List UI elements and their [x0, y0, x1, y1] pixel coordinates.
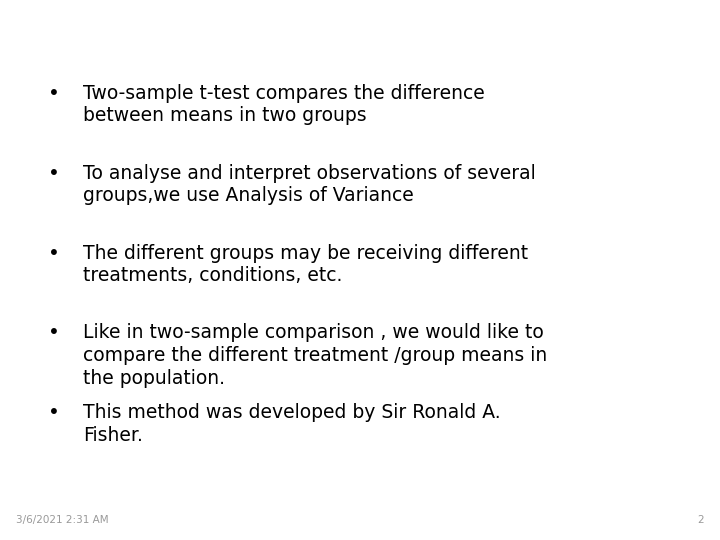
Text: •: •	[48, 323, 60, 342]
Text: •: •	[48, 84, 60, 103]
Text: •: •	[48, 164, 60, 183]
Text: This method was developed by Sir Ronald A.
Fisher.: This method was developed by Sir Ronald …	[83, 403, 500, 445]
Text: Two-sample t-test compares the difference
between means in two groups: Two-sample t-test compares the differenc…	[83, 84, 485, 125]
Text: 3/6/2021 2:31 AM: 3/6/2021 2:31 AM	[16, 515, 109, 525]
Text: To analyse and interpret observations of several
groups,we use Analysis of Varia: To analyse and interpret observations of…	[83, 164, 536, 205]
Text: •: •	[48, 244, 60, 262]
Text: •: •	[48, 403, 60, 422]
Text: The different groups may be receiving different
treatments, conditions, etc.: The different groups may be receiving di…	[83, 244, 528, 285]
Text: 2: 2	[698, 515, 704, 525]
Text: Like in two-sample comparison , we would like to
compare the different treatment: Like in two-sample comparison , we would…	[83, 323, 547, 388]
